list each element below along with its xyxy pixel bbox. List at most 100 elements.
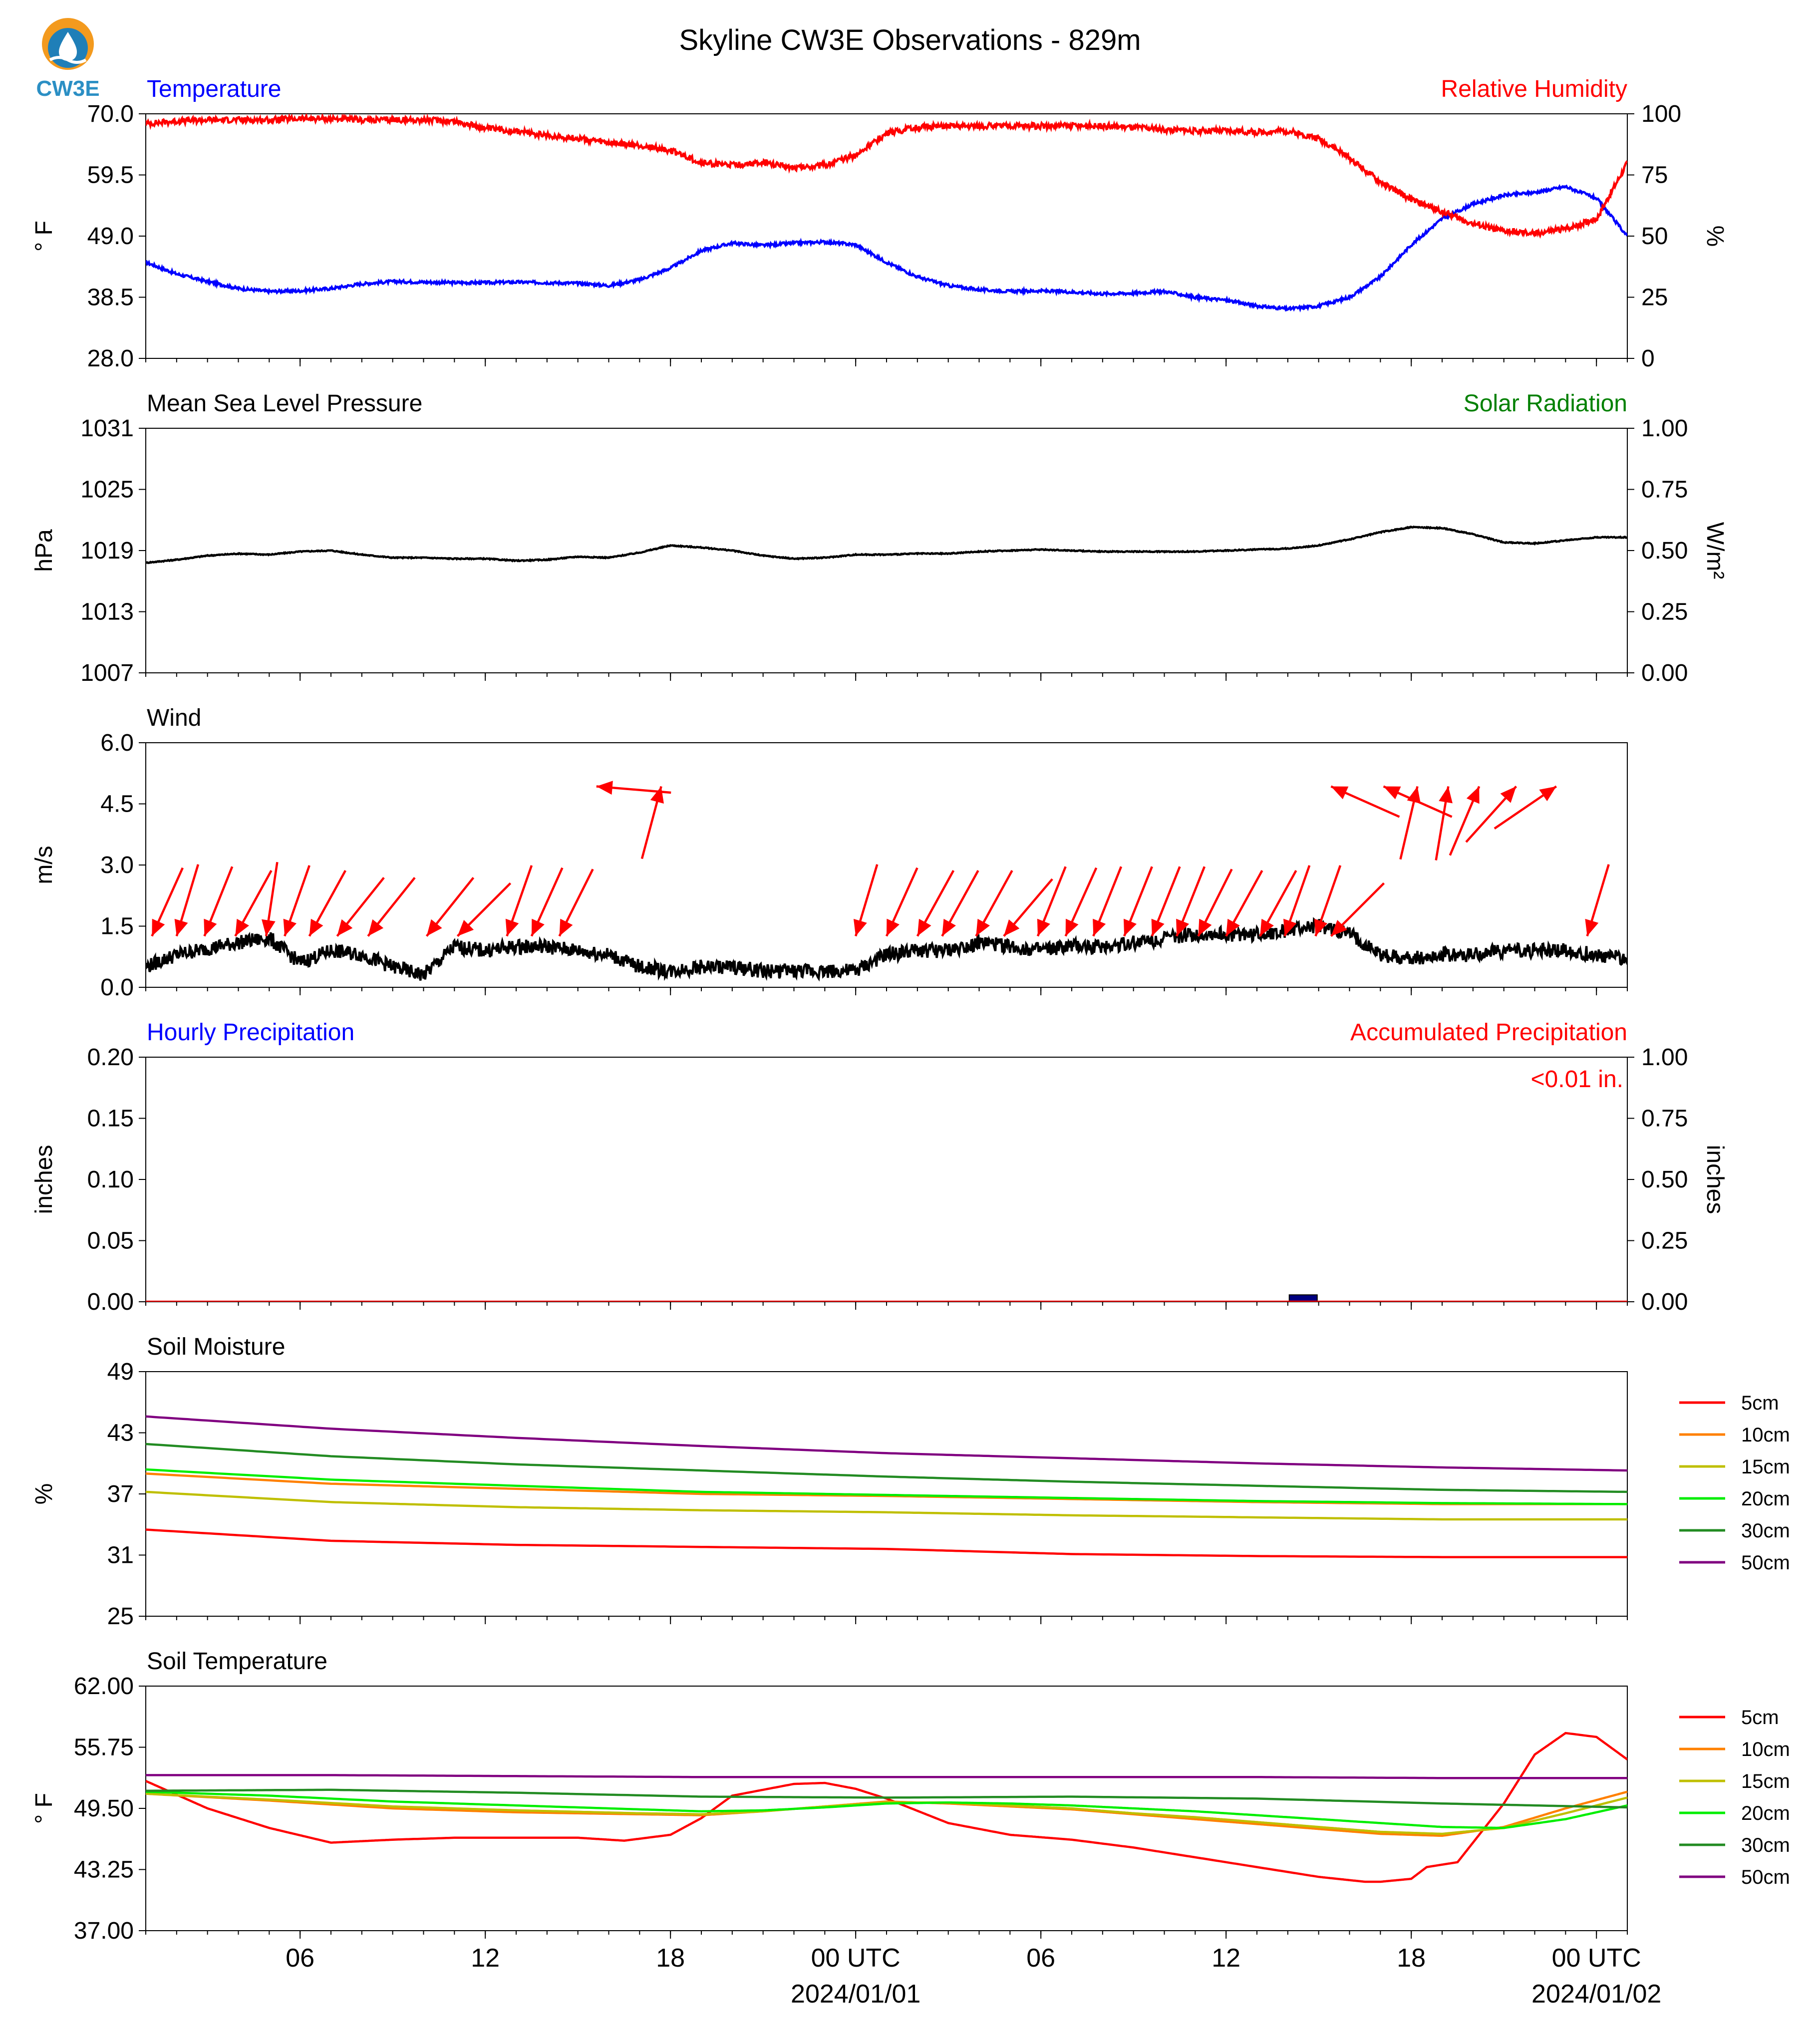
wind-arrow-head	[457, 919, 474, 936]
wind-arrow	[283, 865, 310, 937]
wind-arrow	[262, 862, 279, 936]
y-right-tick-label: 100	[1641, 101, 1681, 127]
wind-arrow	[425, 876, 475, 937]
legend-label: 30cm	[1741, 1834, 1790, 1856]
wind-arrow-head	[204, 918, 217, 936]
y-tick-label: 49	[107, 1359, 134, 1385]
y-right-tick-label: 0.75	[1641, 477, 1688, 503]
wind-arrow	[505, 865, 533, 937]
wind-arrow	[456, 882, 512, 937]
panel-left-title: Soil Temperature	[147, 1648, 327, 1675]
series-line-15cm	[146, 1490, 1627, 1521]
y-right-axis-label: inches	[1702, 1145, 1728, 1214]
wind-arrow-head	[1124, 918, 1137, 936]
wind-arrow-head	[976, 918, 990, 936]
y-right-tick-label: 0.50	[1641, 538, 1688, 564]
wind-arrow	[1314, 865, 1342, 937]
y-tick-label: 59.5	[87, 162, 134, 189]
wind-arrow-head	[262, 919, 276, 936]
wind-arrow	[203, 866, 234, 937]
panel-5: 49 43 37 31 25% Soil Moisture 5cm 10cm 15cm 20cm 3…	[31, 1334, 1790, 1630]
wind-arrow	[1123, 866, 1153, 937]
panel-right-title: Solar Radiation	[1464, 390, 1627, 417]
y-tick-label: 0.15	[87, 1106, 134, 1132]
series-line	[146, 114, 1627, 239]
y-tick-label: 0.20	[87, 1044, 134, 1071]
wind-arrow-head	[1283, 918, 1297, 936]
y-tick-label: 28.0	[87, 345, 134, 372]
wind-arrow-head	[1226, 918, 1240, 936]
wind-arrow-head	[1500, 786, 1517, 803]
legend-label: 50cm	[1741, 1552, 1790, 1574]
y-axis-label: %	[31, 1483, 57, 1505]
y-tick-label: 55.75	[74, 1735, 134, 1761]
wind-arrow	[1036, 866, 1067, 937]
y-right-tick-label: 1.00	[1641, 1044, 1688, 1071]
wind-arrow	[1003, 878, 1053, 937]
series-line-5cm	[146, 1528, 1627, 1558]
series-line	[146, 525, 1627, 565]
wind-arrow-head	[650, 786, 664, 804]
wind-arrow-head	[1176, 918, 1190, 936]
logo-drop-icon	[59, 32, 77, 61]
y-axis-label: inches	[31, 1145, 57, 1214]
wind-arrow-head	[1407, 786, 1421, 804]
wind-arrow-head	[283, 918, 297, 936]
series-line-20cm	[146, 1468, 1627, 1505]
y-tick-label: 1031	[80, 415, 134, 442]
wind-arrow	[367, 876, 416, 937]
series-line-50cm	[146, 1415, 1627, 1472]
wind-arrow	[1494, 785, 1557, 830]
panel-2: 1031 1025 1019 1013 1007 1.00 0.75 0.50 0.25 0.00…	[31, 390, 1728, 686]
y-tick-label: 37.00	[74, 1918, 134, 1944]
wind-arrow-head	[368, 919, 384, 936]
panel-right-title: Relative Humidity	[1441, 76, 1627, 102]
legend-label: 20cm	[1741, 1802, 1790, 1824]
wind-arrow-head	[1439, 786, 1453, 804]
series-line	[146, 917, 1627, 982]
legend-label: 20cm	[1741, 1488, 1790, 1510]
wind-arrow	[1330, 882, 1385, 937]
wind-arrow-head	[531, 918, 545, 936]
wind-arrow	[1449, 786, 1481, 856]
time-tick-label: 00 UTC	[1552, 1944, 1641, 1973]
time-tick-label: 12	[1212, 1944, 1240, 1973]
wind-arrow	[1092, 866, 1123, 937]
y-tick-label: 49.50	[74, 1795, 134, 1822]
y-axis-label: ° F	[31, 221, 57, 252]
wind-arrow	[1151, 866, 1181, 937]
time-tick-label: 18	[656, 1944, 685, 1973]
wind-arrow-head	[337, 919, 353, 936]
y-tick-label: 70.0	[87, 101, 134, 127]
wind-arrow-head	[1383, 786, 1401, 800]
wind-arrow	[975, 869, 1013, 937]
wind-arrow	[1064, 867, 1098, 937]
y-axis-label: ° F	[31, 1793, 57, 1824]
y-right-axis-label: W/m²	[1702, 522, 1728, 579]
wind-arrow	[1225, 869, 1263, 937]
wind-arrow-head	[1466, 786, 1480, 804]
panel-6: 62.00 55.75 49.50 43.25 37.00 ° F Soil Tempera…	[31, 1648, 1790, 1944]
wind-arrow-head	[152, 918, 165, 936]
y-tick-label: 38.5	[87, 285, 134, 311]
panel-frame	[145, 1686, 1628, 1931]
time-tick-label: 06	[286, 1944, 314, 1973]
precip-annotation: <0.01 in.	[1531, 1066, 1623, 1093]
wind-arrow	[1435, 786, 1453, 861]
y-right-tick-label: 0	[1641, 345, 1655, 372]
y-right-tick-label: 0.50	[1641, 1166, 1688, 1193]
wind-arrow	[558, 869, 594, 937]
wind-arrow	[640, 786, 664, 860]
legend-label: 50cm	[1741, 1866, 1790, 1888]
wind-arrow-head	[1260, 918, 1274, 936]
y-tick-label: 43.25	[74, 1857, 134, 1883]
wind-arrow	[1197, 869, 1233, 937]
y-tick-label: 37	[107, 1481, 134, 1507]
y-tick-label: 1013	[80, 599, 134, 625]
wind-arrow	[1465, 785, 1517, 843]
panel-left-title: Mean Sea Level Pressure	[147, 390, 422, 417]
series-line-30cm	[146, 1443, 1627, 1493]
y-right-tick-label: 0.25	[1641, 599, 1688, 625]
y-tick-label: 6.0	[100, 730, 134, 756]
